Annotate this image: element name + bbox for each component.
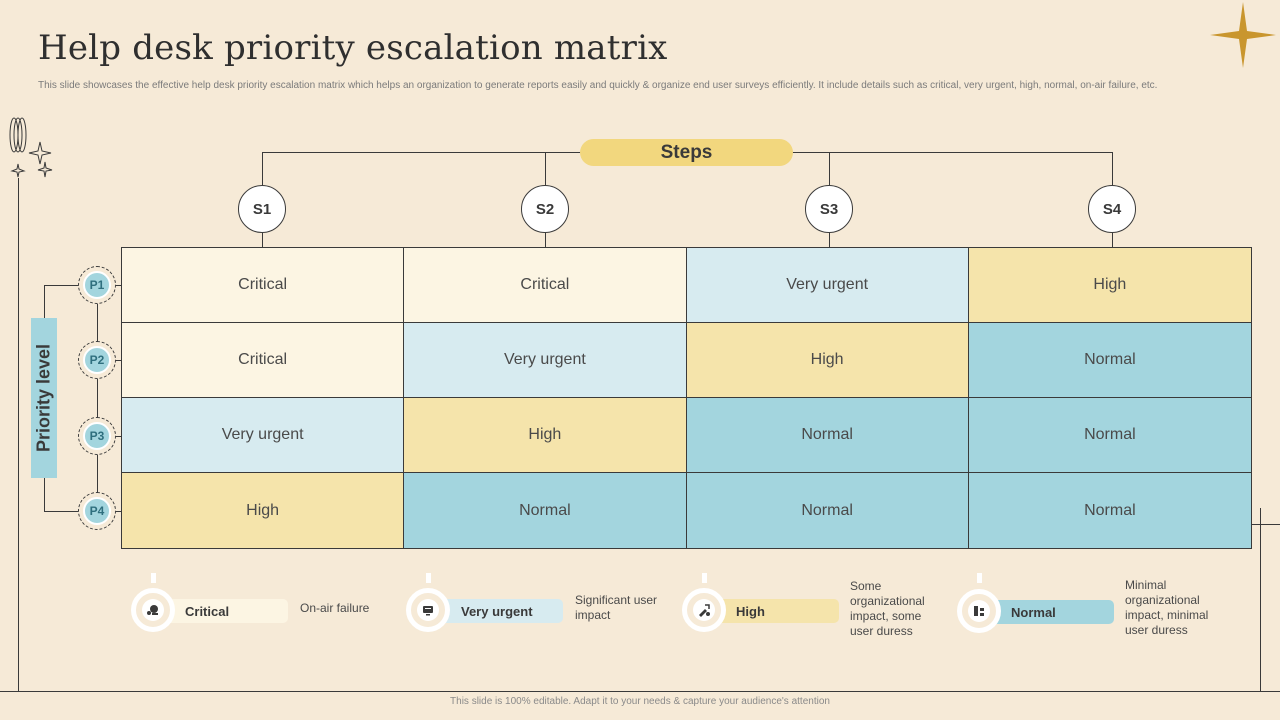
priority-chain-line xyxy=(97,304,98,493)
step-circle-s2: S2 xyxy=(521,185,569,233)
legend-tick xyxy=(151,573,156,583)
priority-branch-line xyxy=(44,511,78,512)
matrix-cell: High xyxy=(404,398,687,473)
matrix-cell: High xyxy=(122,473,405,548)
steps-drop-line xyxy=(1112,152,1113,185)
priority-level-bar xyxy=(31,318,57,478)
matrix-cell: Normal xyxy=(968,323,1251,398)
footer-note: This slide is 100% editable. Adapt it to… xyxy=(450,696,830,707)
matrix-cell: Normal xyxy=(404,473,687,548)
priority-link-line xyxy=(116,436,122,437)
left-border-line xyxy=(18,178,19,692)
step-circle-s1: S1 xyxy=(238,185,286,233)
legend-ring xyxy=(131,588,175,632)
matrix-cell: Very urgent xyxy=(404,323,687,398)
legend-label-very-urgent: Very urgent xyxy=(435,599,563,623)
priority-link-line xyxy=(116,360,122,361)
priority-link-line xyxy=(116,285,122,286)
escalation-matrix: Critical Critical Very urgent High Criti… xyxy=(121,247,1252,549)
step-circle-s4: S4 xyxy=(1088,185,1136,233)
steps-drop-line xyxy=(829,152,830,185)
matrix-cell: High xyxy=(686,323,969,398)
bottom-border-line xyxy=(0,691,1280,692)
page-title: Help desk priority escalation matrix xyxy=(38,28,668,68)
matrix-cell: Normal xyxy=(968,473,1251,548)
priority-badge-p4: P4 xyxy=(83,497,111,525)
legend-tick xyxy=(702,573,707,583)
steps-header: Steps xyxy=(580,139,793,166)
matrix-cell: Normal xyxy=(686,473,969,548)
matrix-cell: Very urgent xyxy=(686,248,969,323)
steps-drop-line xyxy=(545,152,546,185)
page-subtitle: This slide showcases the effective help … xyxy=(38,80,1158,91)
priority-level-label: Priority level xyxy=(33,343,54,453)
legend-label-normal: Normal xyxy=(986,600,1114,624)
sparkle-rings-icon xyxy=(9,117,53,178)
matrix-cell: High xyxy=(968,248,1251,323)
legend-label-high: High xyxy=(711,599,839,623)
matrix-cell: Normal xyxy=(968,398,1251,473)
priority-badge-p3: P3 xyxy=(83,422,111,450)
legend-tick xyxy=(426,573,431,583)
matrix-cell: Critical xyxy=(404,248,687,323)
normal-icon xyxy=(968,600,990,622)
steps-stem-line xyxy=(262,233,263,247)
legend-label-critical: Critical xyxy=(160,599,288,623)
very-urgent-icon xyxy=(417,599,439,621)
matrix-cell: Normal xyxy=(686,398,969,473)
priority-branch-line xyxy=(44,285,78,286)
legend-tick xyxy=(977,573,982,583)
steps-stem-line xyxy=(1112,233,1113,247)
steps-stem-line xyxy=(545,233,546,247)
legend-desc-critical: On-air failure xyxy=(300,601,370,615)
legend-desc-normal: Minimal organizational impact, minimal u… xyxy=(1125,578,1209,637)
priority-badge-p1: P1 xyxy=(83,271,111,299)
gold-star-icon xyxy=(1210,2,1276,68)
right-tick-line xyxy=(1252,524,1280,525)
steps-drop-line xyxy=(262,152,263,185)
legend-desc-very-urgent: Significant user impact xyxy=(575,593,658,622)
right-border-line xyxy=(1260,508,1261,692)
matrix-cell: Very urgent xyxy=(122,398,405,473)
priority-badge-p2: P2 xyxy=(83,346,111,374)
critical-icon xyxy=(142,599,164,621)
step-circle-s3: S3 xyxy=(805,185,853,233)
legend-desc-high: Some organizational impact, some user du… xyxy=(850,579,925,638)
priority-link-line xyxy=(116,511,122,512)
steps-stem-line xyxy=(829,233,830,247)
matrix-cell: Critical xyxy=(122,248,405,323)
high-icon xyxy=(693,599,715,621)
matrix-cell: Critical xyxy=(122,323,405,398)
